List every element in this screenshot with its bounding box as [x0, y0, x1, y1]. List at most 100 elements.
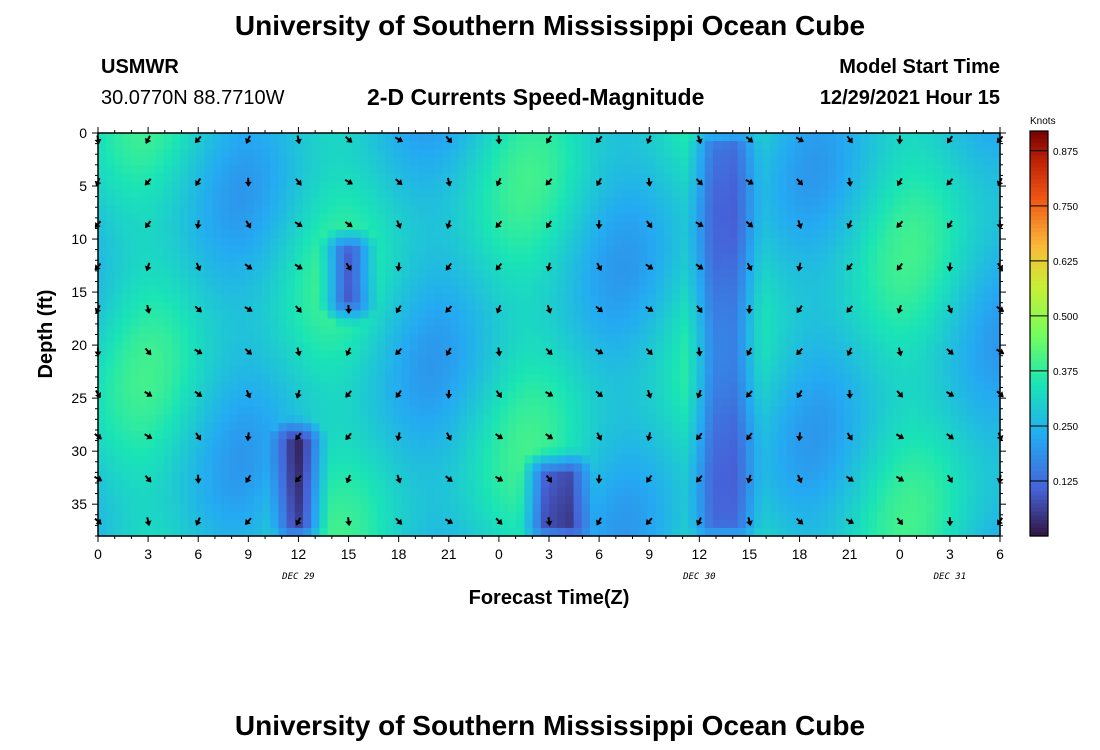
heatmap-cell: [212, 366, 222, 376]
heatmap-cell: [130, 302, 140, 311]
heatmap-cell: [803, 407, 812, 416]
heatmap-cell: [655, 253, 665, 263]
heatmap-cell: [770, 407, 780, 416]
heatmap-cell: [549, 157, 558, 166]
heatmap-cell: [614, 237, 624, 247]
heatmap-cell: [827, 358, 837, 368]
heatmap-cell: [262, 423, 271, 432]
heatmap-cell: [335, 294, 345, 303]
heatmap-cell: [442, 278, 452, 287]
heatmap-cell: [114, 286, 124, 295]
heatmap-cell: [122, 398, 132, 408]
heatmap-cell: [622, 358, 632, 368]
heatmap-cell: [426, 455, 435, 465]
heatmap-cell: [180, 455, 189, 465]
heatmap-cell: [270, 431, 279, 440]
heatmap-cell: [590, 495, 599, 505]
heatmap-cell: [294, 286, 304, 295]
heatmap-cell: [581, 439, 591, 448]
heatmap-cell: [139, 310, 148, 319]
heatmap-cell: [885, 455, 894, 465]
heatmap-cell: [245, 326, 255, 336]
heatmap-cell: [294, 197, 304, 207]
heatmap-cell: [696, 237, 706, 247]
heatmap-cell: [106, 527, 115, 537]
heatmap-cell: [631, 245, 640, 255]
heatmap-cell: [352, 165, 361, 174]
heatmap-cell: [344, 270, 353, 279]
heatmap-cell: [688, 237, 698, 247]
heatmap-cell: [631, 149, 640, 158]
heatmap-cell: [311, 149, 320, 158]
heatmap-cell: [631, 197, 640, 207]
heatmap-cell: [696, 302, 706, 311]
heatmap-cell: [229, 471, 238, 481]
heatmap-cell: [278, 479, 288, 489]
heatmap-cell: [335, 495, 345, 505]
heatmap-cell: [688, 366, 698, 376]
heatmap-cell: [171, 326, 181, 336]
heatmap-cell: [639, 286, 648, 295]
heatmap-cell: [286, 471, 296, 481]
heatmap-cell: [352, 447, 361, 456]
heatmap-cell: [171, 455, 181, 465]
heatmap-cell: [786, 270, 796, 279]
heatmap-cell: [188, 133, 197, 142]
heatmap-cell: [836, 181, 845, 191]
heatmap-cell: [221, 374, 230, 384]
heatmap-cell: [253, 487, 263, 497]
heatmap-cell: [237, 527, 247, 537]
heatmap-cell: [672, 310, 681, 319]
heatmap-cell: [754, 374, 763, 384]
heatmap-cell: [590, 165, 599, 174]
heatmap-cell: [467, 390, 476, 400]
heatmap-cell: [442, 463, 452, 473]
heatmap-cell: [130, 221, 140, 231]
heatmap-cell: [212, 511, 222, 521]
heatmap-cell: [729, 261, 739, 271]
heatmap-cell: [754, 270, 763, 279]
heatmap-cell: [516, 374, 525, 384]
heatmap-cell: [729, 237, 739, 247]
heatmap-cell: [122, 423, 132, 432]
heatmap-cell: [786, 519, 796, 529]
heatmap-cell: [663, 133, 673, 142]
heatmap-cell: [483, 342, 493, 352]
heatmap-cell: [114, 173, 124, 182]
heatmap-cell: [467, 270, 476, 279]
heatmap-cell: [622, 157, 632, 166]
heatmap-cell: [458, 149, 468, 158]
heatmap-cell: [229, 221, 238, 231]
heatmap-cell: [491, 447, 501, 456]
heatmap-cell: [540, 173, 550, 182]
heatmap-cell: [434, 245, 443, 255]
heatmap-cell: [270, 141, 279, 150]
heatmap-cell: [778, 173, 788, 182]
heatmap-cell: [868, 286, 878, 295]
heatmap-cell: [901, 245, 911, 255]
heatmap-cell: [491, 439, 501, 448]
heatmap-cell: [286, 350, 296, 360]
heatmap-cell: [237, 253, 247, 263]
heatmap-cell: [352, 270, 361, 279]
heatmap-cell: [508, 431, 517, 440]
heatmap-cell: [745, 527, 755, 537]
heatmap-cell: [909, 350, 919, 360]
heatmap-cell: [450, 358, 460, 368]
heatmap-cell: [827, 197, 837, 207]
heatmap-cell: [278, 398, 288, 408]
heatmap-cell: [655, 157, 665, 166]
heatmap-cell: [467, 310, 476, 319]
heatmap-cell: [852, 173, 862, 182]
heatmap-cell: [877, 261, 886, 271]
heatmap-cell: [450, 310, 460, 319]
heatmap-cell: [614, 133, 624, 142]
heatmap-cell: [204, 229, 214, 239]
heatmap-cell: [811, 253, 821, 263]
heatmap-cell: [860, 133, 870, 142]
heatmap-cell: [368, 374, 378, 384]
heatmap-cell: [98, 141, 107, 150]
heatmap-cell: [171, 205, 181, 215]
heatmap-cell: [581, 503, 591, 513]
heatmap-cell: [663, 342, 673, 352]
